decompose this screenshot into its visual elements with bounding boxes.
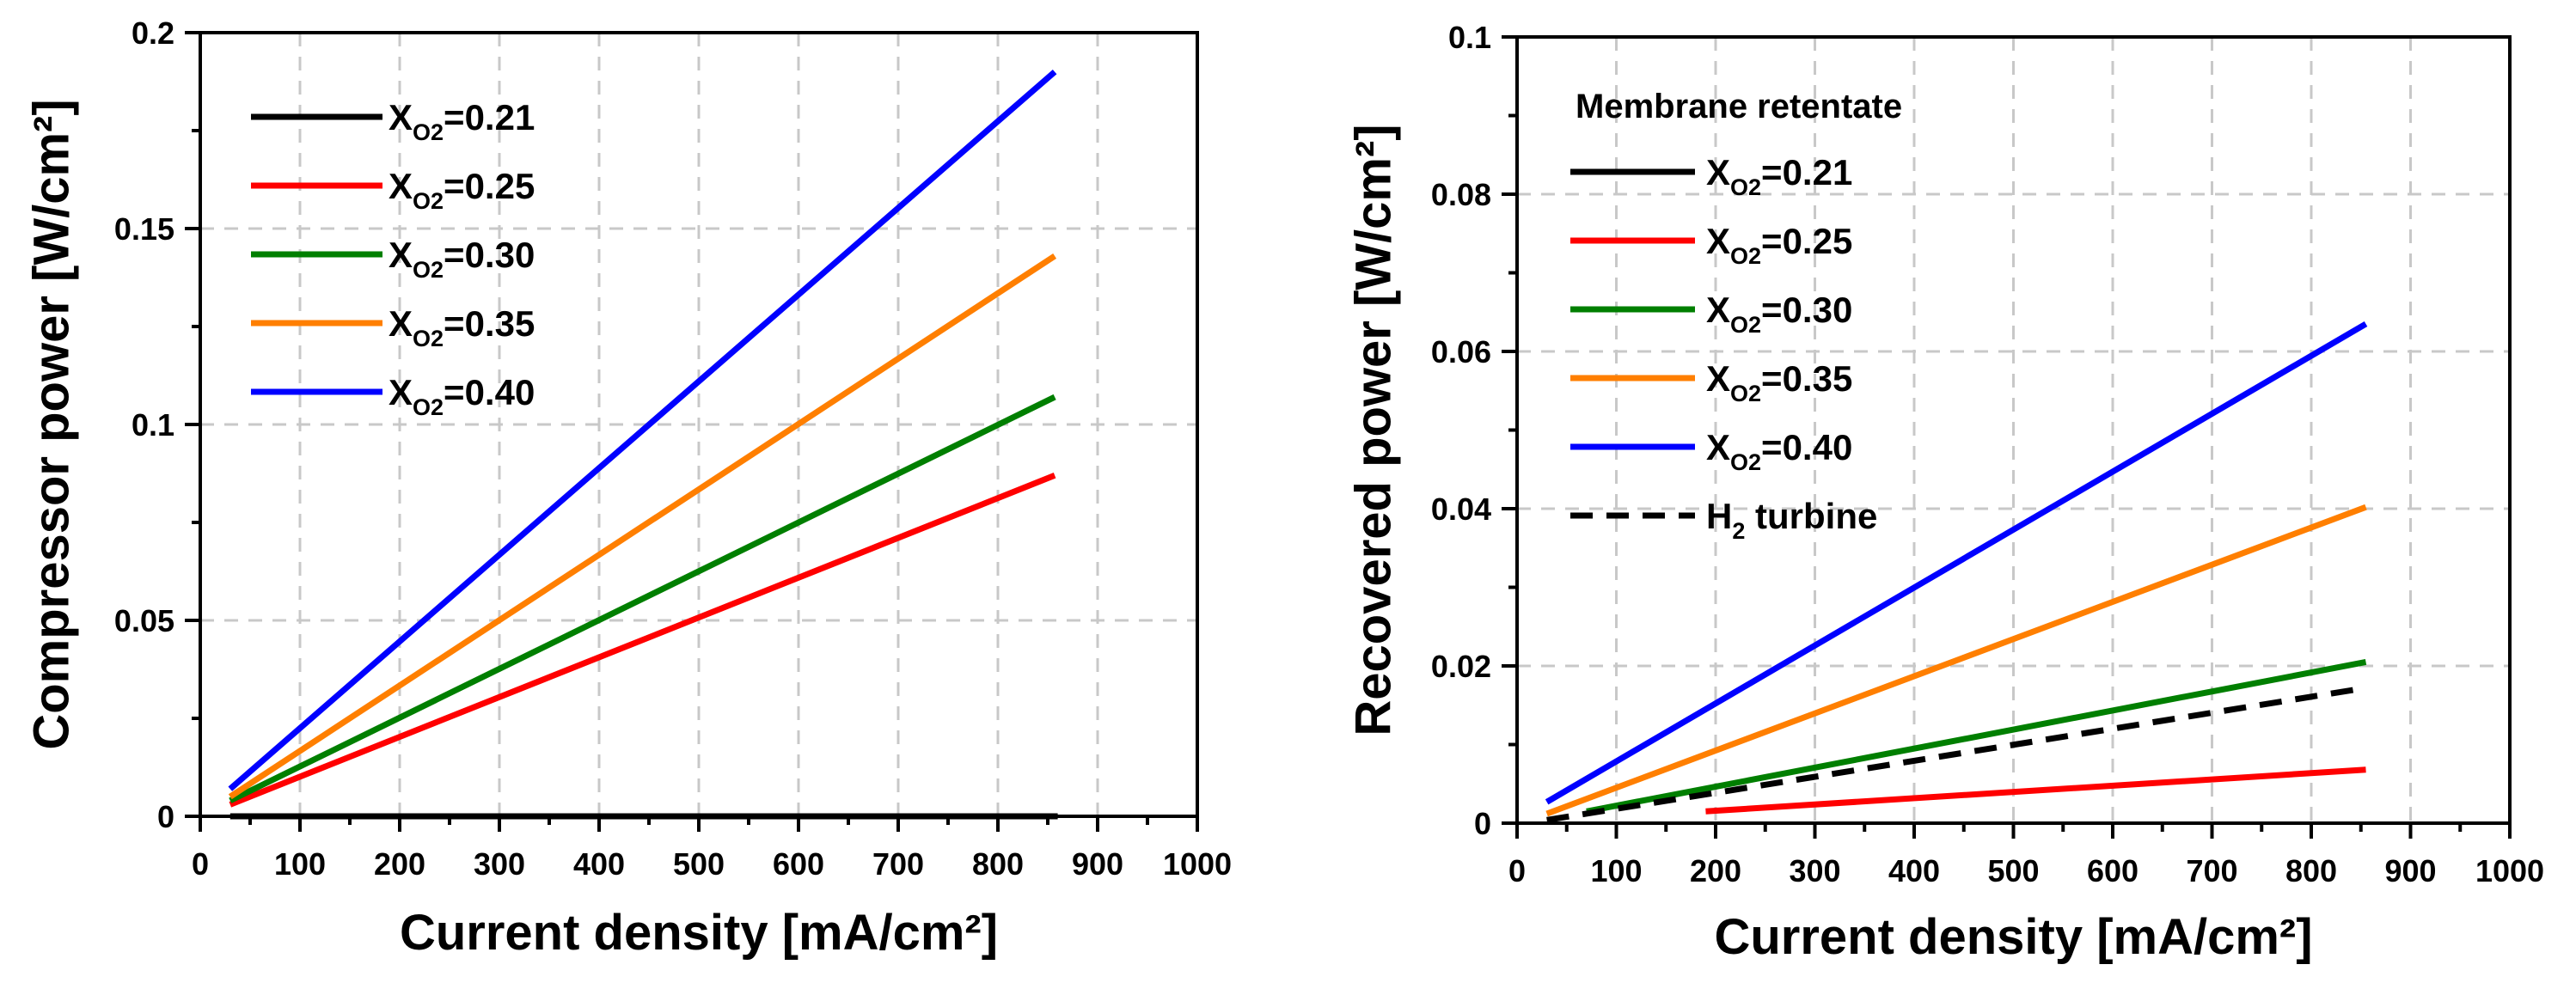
y-tick-label: 0.02 — [1431, 649, 1491, 684]
x-tick-label: 500 — [673, 846, 725, 882]
axis-ticks — [1502, 35, 2512, 839]
y-tick-label: 0 — [1474, 806, 1491, 841]
legend-label: XO2=0.21 — [389, 97, 535, 145]
x-tick-label: 500 — [1987, 853, 2039, 888]
legend-label: XO2=0.21 — [1706, 152, 1852, 200]
series-group — [228, 69, 1058, 820]
legend-label: XO2=0.30 — [389, 235, 535, 283]
y-tick-label: 0.1 — [132, 407, 174, 443]
legend-label: XO2=0.25 — [389, 166, 535, 214]
legend-label: XO2=0.40 — [1706, 427, 1852, 475]
y-tick-label: 0.1 — [1448, 20, 1491, 55]
x-tick-label: 300 — [474, 846, 525, 882]
tick-labels: 0 100 200 300 400 500 600 700 800 900 1000 0 0.02 0.0… — [1431, 20, 2544, 888]
x-tick-label: 0 — [192, 846, 209, 882]
x-tick-label: 800 — [2285, 853, 2337, 888]
legend: XO2=0.21 XO2=0.25 XO2=0.30 XO2=0.35 XO2=0.40 — [251, 97, 535, 420]
legend-label: XO2=0.25 — [1706, 221, 1852, 269]
x-axis-title: Current density [mA/cm²] — [1714, 909, 2312, 965]
y-tick-label: 0.06 — [1431, 334, 1491, 369]
y-tick-label: 0.08 — [1431, 177, 1491, 212]
legend: Membrane retentate XO2=0.21 XO2=0.25 XO2=0.… — [1570, 88, 1902, 544]
legend-label: XO2=0.40 — [389, 372, 535, 420]
x-tick-label: 400 — [573, 846, 625, 882]
x-tick-label: 400 — [1888, 853, 1940, 888]
series-line-1 — [229, 473, 1056, 808]
y-axis-title: Recovered power [W/cm²] — [1346, 124, 1402, 736]
x-tick-label: 900 — [1072, 846, 1123, 882]
series-line-1 — [1705, 766, 2366, 815]
legend-label: XO2=0.35 — [389, 303, 535, 351]
grid — [200, 33, 1197, 816]
x-tick-label: 600 — [773, 846, 824, 882]
tick-labels: 0 100 200 300 400 500 600 700 800 900 1000 0 0.05 0.1… — [114, 15, 1232, 882]
legend-label: H2 turbine — [1706, 496, 1877, 544]
series-line-3 — [1545, 504, 2367, 817]
y-tick-label: 0.04 — [1431, 491, 1491, 527]
x-tick-label: 0 — [1508, 853, 1526, 888]
series-line-2 — [1586, 658, 2367, 815]
y-tick-label: 0 — [157, 799, 174, 834]
x-tick-label: 100 — [274, 846, 326, 882]
legend-title: Membrane retentate — [1576, 88, 1902, 125]
recovered-power-chart: 0 100 200 300 400 500 600 700 800 900 1000 0 0.02 0.0… — [1346, 20, 2545, 965]
x-tick-label: 700 — [2186, 853, 2237, 888]
series-line-2 — [229, 394, 1056, 803]
x-tick-label: 300 — [1789, 853, 1840, 888]
series-line-4 — [1545, 321, 2368, 805]
legend-label: XO2=0.30 — [1706, 290, 1852, 338]
x-tick-label: 800 — [972, 846, 1024, 882]
x-tick-label: 1000 — [1163, 846, 1232, 882]
x-tick-label: 900 — [2384, 853, 2436, 888]
y-axis-title: Compressor power [W/cm²] — [24, 99, 80, 749]
x-tick-label: 100 — [1590, 853, 1642, 888]
x-tick-label: 600 — [2087, 853, 2139, 888]
x-tick-label: 700 — [872, 846, 924, 882]
series-line-5 — [1546, 685, 2367, 823]
x-axis-title: Current density [mA/cm²] — [400, 905, 998, 961]
y-tick-label: 0.15 — [114, 211, 174, 247]
grid — [1517, 37, 2510, 823]
x-tick-label: 1000 — [2475, 853, 2544, 888]
compressor-power-chart: 0 100 200 300 400 500 600 700 800 900 1000 0 0.05 0.1… — [24, 15, 1233, 961]
x-tick-label: 200 — [1690, 853, 1741, 888]
series-line-3 — [228, 253, 1057, 800]
axis-ticks — [185, 31, 1199, 832]
series-group — [1545, 321, 2368, 823]
y-tick-label: 0.2 — [132, 15, 174, 51]
y-tick-label: 0.05 — [114, 603, 174, 638]
x-tick-label: 200 — [374, 846, 425, 882]
legend-label: XO2=0.35 — [1706, 358, 1852, 406]
series-line-4 — [228, 69, 1057, 791]
